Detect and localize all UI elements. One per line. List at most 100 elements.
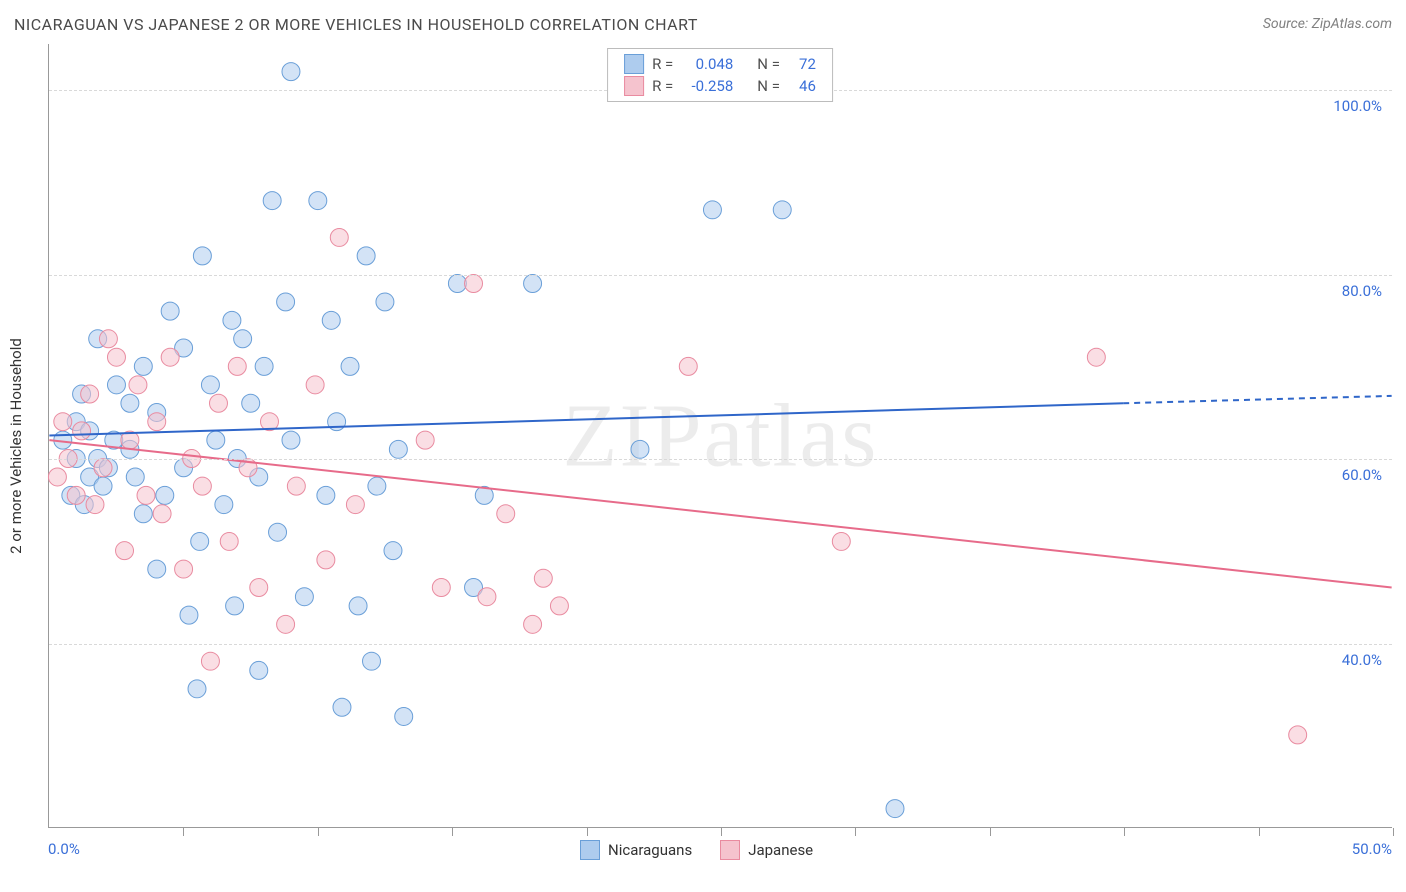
y-tick-label: 40.0%	[1342, 651, 1382, 669]
x-axis-min-label: 0.0%	[48, 840, 80, 858]
scatter-point	[73, 422, 91, 440]
scatter-point	[631, 440, 649, 458]
scatter-point	[363, 652, 381, 670]
x-tick	[721, 828, 722, 836]
scatter-point	[416, 431, 434, 449]
scatter-point	[48, 468, 66, 486]
scatter-point	[395, 707, 413, 725]
scatter-point	[156, 486, 174, 504]
scatter-point	[679, 357, 697, 375]
scatter-point	[107, 348, 125, 366]
scatter-point	[333, 698, 351, 716]
scatter-point	[322, 311, 340, 329]
legend-label-japanese: Japanese	[748, 841, 813, 859]
plot-frame: ZIPatlas 40.0%60.0%80.0%100.0%	[48, 44, 1392, 828]
r-value-nicaraguans: 0.048	[681, 55, 733, 73]
r-value-japanese: -0.258	[681, 77, 733, 95]
scatter-point	[148, 560, 166, 578]
n-label: N =	[757, 55, 780, 73]
chart-svg	[49, 44, 1392, 827]
stats-row-nicaraguans: R = 0.048 N = 72	[624, 53, 816, 75]
scatter-point	[524, 275, 542, 293]
scatter-point	[134, 505, 152, 523]
scatter-point	[277, 615, 295, 633]
gridline	[49, 459, 1392, 460]
scatter-point	[341, 357, 359, 375]
scatter-point	[148, 413, 166, 431]
scatter-point	[99, 330, 117, 348]
scatter-point	[465, 275, 483, 293]
scatter-point	[263, 192, 281, 210]
scatter-point	[1087, 348, 1105, 366]
y-axis-label: 2 or more Vehicles in Household	[7, 338, 25, 554]
chart-header: NICARAGUAN VS JAPANESE 2 OR MORE VEHICLE…	[0, 0, 1406, 40]
scatter-point	[215, 496, 233, 514]
scatter-point	[376, 293, 394, 311]
scatter-point	[448, 275, 466, 293]
chart-title: NICARAGUAN VS JAPANESE 2 OR MORE VEHICLE…	[14, 15, 698, 34]
scatter-point	[277, 293, 295, 311]
scatter-point	[282, 63, 300, 81]
swatch-japanese-icon	[624, 76, 644, 96]
scatter-point	[234, 330, 252, 348]
scatter-point	[317, 486, 335, 504]
scatter-point	[250, 579, 268, 597]
scatter-point	[250, 661, 268, 679]
legend-item-japanese: Japanese	[720, 840, 813, 860]
y-tick-label: 60.0%	[1342, 466, 1382, 484]
chart-source: Source: ZipAtlas.com	[1263, 16, 1392, 32]
n-value-japanese: 46	[788, 77, 816, 95]
scatter-point	[126, 468, 144, 486]
x-tick	[1393, 828, 1394, 836]
swatch-japanese-icon	[720, 840, 740, 860]
scatter-point	[201, 652, 219, 670]
legend-label-nicaraguans: Nicaraguans	[608, 841, 692, 859]
scatter-point	[886, 800, 904, 818]
scatter-point	[389, 440, 407, 458]
scatter-point	[81, 385, 99, 403]
scatter-point	[384, 542, 402, 560]
scatter-point	[349, 597, 367, 615]
plot-area: ZIPatlas 40.0%60.0%80.0%100.0% R = 0.048…	[48, 44, 1392, 828]
scatter-point	[86, 496, 104, 514]
scatter-point	[54, 413, 72, 431]
scatter-point	[1289, 726, 1307, 744]
scatter-point	[773, 201, 791, 219]
stats-legend: R = 0.048 N = 72 R = -0.258 N = 46	[607, 48, 833, 102]
scatter-point	[534, 569, 552, 587]
scatter-point	[287, 477, 305, 495]
scatter-point	[191, 532, 209, 550]
scatter-point	[161, 302, 179, 320]
scatter-point	[175, 560, 193, 578]
scatter-point	[107, 376, 125, 394]
scatter-point	[368, 477, 386, 495]
scatter-point	[94, 477, 112, 495]
scatter-point	[137, 486, 155, 504]
scatter-point	[116, 542, 134, 560]
x-tick	[183, 828, 184, 836]
trend-line	[49, 440, 1391, 587]
stats-row-japanese: R = -0.258 N = 46	[624, 75, 816, 97]
scatter-point	[357, 247, 375, 265]
scatter-point	[282, 431, 300, 449]
scatter-point	[242, 394, 260, 412]
scatter-point	[306, 376, 324, 394]
n-value-nicaraguans: 72	[788, 55, 816, 73]
trend-line-extrapolated	[1123, 396, 1391, 403]
scatter-point	[193, 247, 211, 265]
x-tick	[1259, 828, 1260, 836]
scatter-point	[228, 357, 246, 375]
x-tick	[1124, 828, 1125, 836]
scatter-point	[209, 394, 227, 412]
scatter-point	[94, 459, 112, 477]
r-label: R =	[652, 77, 673, 95]
scatter-point	[201, 376, 219, 394]
scatter-point	[269, 523, 287, 541]
scatter-point	[317, 551, 335, 569]
scatter-point	[478, 588, 496, 606]
x-tick	[587, 828, 588, 836]
x-tick	[318, 828, 319, 836]
chart-container: NICARAGUAN VS JAPANESE 2 OR MORE VEHICLE…	[0, 0, 1406, 892]
legend-item-nicaraguans: Nicaraguans	[580, 840, 692, 860]
gridline	[49, 275, 1392, 276]
